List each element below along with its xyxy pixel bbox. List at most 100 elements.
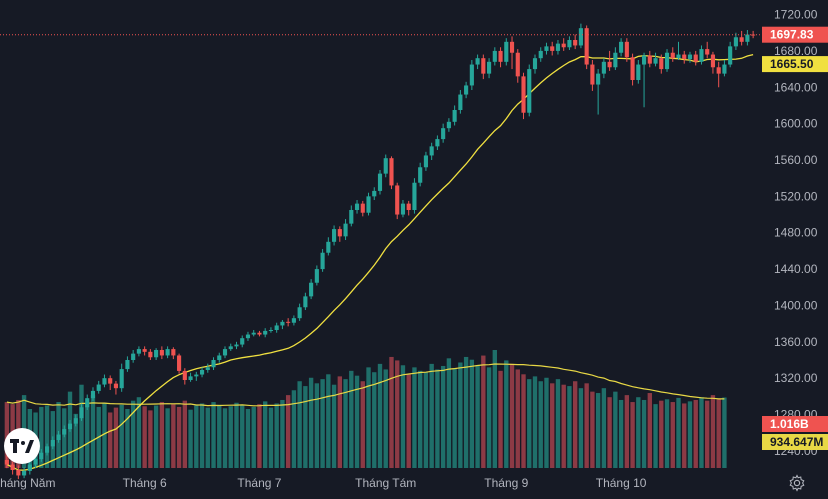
- volume-bar: [406, 374, 411, 468]
- y-tick-label: 1480.00: [774, 226, 818, 240]
- candle-body: [354, 203, 360, 210]
- y-tick-label: 1600.00: [774, 117, 818, 131]
- volume-bar: [39, 406, 44, 468]
- candle-body: [418, 167, 423, 183]
- candle-body: [395, 185, 400, 215]
- volume-bar: [245, 409, 251, 468]
- volume-bar: [291, 390, 297, 468]
- volume-bar: [572, 381, 578, 468]
- candle-body: [102, 378, 107, 385]
- candle-body: [56, 434, 61, 440]
- candle-body: [10, 464, 15, 470]
- candle-body: [314, 269, 319, 283]
- candle-body: [555, 43, 561, 51]
- candle-body: [108, 378, 113, 384]
- candle-body: [406, 203, 411, 210]
- candle-body: [452, 110, 457, 122]
- volume-bar: [693, 399, 698, 468]
- ma-volume-label: 934.647M: [770, 435, 823, 449]
- volume-bar: [687, 401, 693, 468]
- volume-bar: [320, 379, 325, 468]
- volume-bar: [636, 397, 641, 468]
- candle-body: [171, 349, 176, 356]
- candle-body: [33, 459, 38, 465]
- candle-body: [527, 69, 532, 113]
- candle-body: [641, 55, 647, 65]
- volume-bar: [458, 362, 463, 468]
- volume-bar: [544, 377, 549, 468]
- candle-body: [303, 296, 308, 308]
- volume-bar: [647, 393, 652, 468]
- volume-bar: [578, 388, 584, 468]
- last-price-label-bg: [762, 26, 828, 43]
- volume-bar: [303, 386, 308, 468]
- candle-body: [435, 139, 440, 147]
- candle-body: [337, 229, 342, 237]
- candle-body: [423, 155, 428, 168]
- volume-bar: [412, 367, 417, 468]
- candle-body: [332, 229, 337, 242]
- candle-body: [343, 223, 348, 237]
- candle-body: [291, 318, 296, 323]
- candle-body: [699, 49, 704, 62]
- candle-body: [90, 390, 96, 399]
- volume-bar: [630, 402, 635, 468]
- candle-body: [211, 360, 216, 368]
- volume-bar: [423, 372, 429, 468]
- candle-body: [257, 332, 262, 335]
- volume-bar: [217, 404, 222, 468]
- volume-bar: [372, 372, 377, 468]
- volume-bar: [205, 407, 210, 468]
- candle-body: [119, 369, 124, 389]
- candle-body: [446, 121, 451, 129]
- candle-body: [62, 429, 67, 435]
- candle-body: [268, 330, 273, 331]
- candle-body: [280, 321, 285, 326]
- candle-body: [705, 49, 710, 55]
- volume-bar: [119, 404, 124, 468]
- candle-body: [22, 470, 27, 476]
- candle-body: [521, 76, 526, 113]
- volume-bar: [153, 405, 159, 468]
- candle-body: [16, 470, 21, 476]
- candle-body: [578, 28, 583, 46]
- volume-bar: [504, 360, 509, 468]
- volume-bar: [550, 383, 555, 468]
- candle-body: [326, 241, 331, 253]
- volume-bar: [171, 404, 176, 468]
- candle-body: [182, 370, 187, 380]
- candle-body: [722, 64, 727, 74]
- volume-bar: [567, 386, 572, 468]
- y-tick-label: 1720.00: [774, 8, 818, 22]
- volume-bar: [263, 401, 268, 468]
- y-tick-label: 1440.00: [774, 262, 818, 276]
- tradingview-logo[interactable]: [4, 428, 40, 464]
- volume-bar: [251, 406, 256, 468]
- volume-bar: [527, 379, 532, 468]
- volume-bar: [148, 410, 153, 468]
- candle-body: [647, 55, 652, 64]
- ma-price-label: 1665.50: [770, 57, 814, 71]
- candle-body: [636, 64, 641, 80]
- candle-body: [561, 43, 566, 48]
- volume-bar: [463, 356, 469, 468]
- last-price-label: 1697.83: [770, 28, 814, 42]
- volume-bar: [613, 391, 618, 468]
- volume-bar: [722, 397, 727, 468]
- candle-body: [360, 203, 365, 213]
- candle-body: [4, 460, 9, 465]
- settings-gear-icon[interactable]: [788, 474, 806, 492]
- volume-bar: [664, 399, 670, 468]
- volume-bar: [429, 363, 434, 468]
- volume-bar: [113, 407, 119, 468]
- volume-bar: [274, 403, 279, 468]
- volume-bar: [389, 356, 394, 468]
- candle-body: [131, 353, 136, 360]
- candle-body: [601, 61, 606, 74]
- candle-body: [165, 349, 170, 356]
- candle-body: [515, 52, 520, 77]
- volume-bar: [331, 384, 337, 468]
- candle-body: [44, 446, 50, 453]
